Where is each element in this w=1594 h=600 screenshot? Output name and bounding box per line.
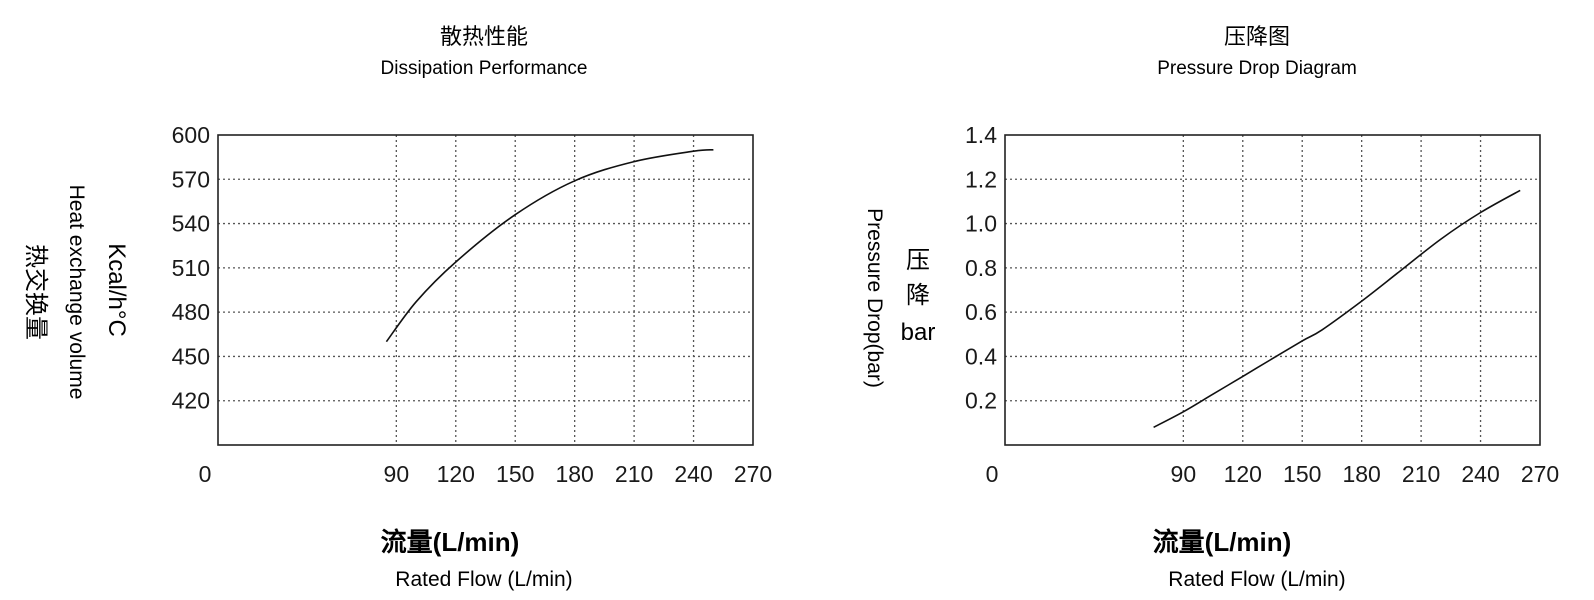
y-axis-label: Heat exchange volume xyxy=(65,185,88,400)
y-tick-label: 0.8 xyxy=(965,255,997,281)
x-axis-label-sub: Rated Flow (L/min) xyxy=(395,568,572,591)
x-tick-label: 90 xyxy=(384,461,410,487)
y-tick-label: 0.2 xyxy=(965,388,997,414)
y-axis-label: Pressure Drop(bar) xyxy=(863,208,886,388)
plot-frame xyxy=(217,134,754,446)
y-tick-label: 420 xyxy=(172,388,210,414)
x-tick-label: 180 xyxy=(1342,461,1380,487)
grid-lines xyxy=(1005,135,1540,445)
y-tick-label: 1.4 xyxy=(965,122,997,148)
y-axis-unit-label: bar xyxy=(901,319,936,346)
y-tick-label: 1.2 xyxy=(965,166,997,192)
y-tick-label: 570 xyxy=(172,166,210,192)
series-line xyxy=(385,149,714,343)
y-tick-label: 480 xyxy=(172,299,210,325)
y-axis-label-cn-char: 压 xyxy=(906,247,930,274)
x-tick-label: 150 xyxy=(496,461,534,487)
plot-frame xyxy=(1004,134,1541,446)
y-axis-unit-label: Kcal/h°C xyxy=(103,243,130,337)
chart-dissipation-performance: 散热性能 Dissipation Performance 0 90 120 150 18… xyxy=(22,24,772,591)
x-tick-label: 0 xyxy=(986,461,999,487)
x-tick-label: 270 xyxy=(1521,461,1559,487)
series-line xyxy=(1153,189,1521,429)
x-axis-label: 流量(L/min) xyxy=(1153,527,1292,557)
x-tick-label: 120 xyxy=(437,461,475,487)
x-tick-label: 90 xyxy=(1171,461,1197,487)
x-tick-label: 240 xyxy=(1461,461,1499,487)
x-tick-label: 0 xyxy=(199,461,212,487)
chart-subtitle: Dissipation Performance xyxy=(381,58,588,79)
chart-subtitle: Pressure Drop Diagram xyxy=(1157,58,1357,79)
chart-pressure-drop: 压降图 Pressure Drop Diagram 0 90 120 150 180 21… xyxy=(863,24,1559,591)
y-tick-label: 0.6 xyxy=(965,299,997,325)
chart-title: 散热性能 xyxy=(440,24,528,49)
y-tick-label: 600 xyxy=(172,122,210,148)
chart-title: 压降图 xyxy=(1224,24,1290,49)
y-tick-label: 0.4 xyxy=(965,343,997,369)
x-tick-label: 270 xyxy=(734,461,772,487)
y-axis-label-cn: 压 降 xyxy=(906,247,930,309)
x-axis-label: 流量(L/min) xyxy=(381,527,520,557)
x-tick-label: 180 xyxy=(555,461,593,487)
x-tick-label: 210 xyxy=(615,461,653,487)
grid-lines xyxy=(218,135,753,445)
y-tick-labels: 1.4 1.2 1.0 0.8 0.6 0.4 0.2 xyxy=(965,122,997,414)
x-tick-label: 240 xyxy=(674,461,712,487)
x-tick-labels: 0 90 120 150 180 210 240 270 xyxy=(199,461,773,487)
y-tick-label: 1.0 xyxy=(965,211,997,237)
y-tick-label: 510 xyxy=(172,255,210,281)
x-tick-label: 150 xyxy=(1283,461,1321,487)
x-tick-label: 120 xyxy=(1224,461,1262,487)
x-tick-labels: 0 90 120 150 180 210 240 270 xyxy=(986,461,1560,487)
y-axis-label-cn-char: 降 xyxy=(906,282,930,309)
y-axis-label-cn: 热交换量 xyxy=(22,244,49,340)
y-tick-labels: 600 570 540 510 480 450 420 xyxy=(172,122,210,414)
x-tick-label: 210 xyxy=(1402,461,1440,487)
x-axis-label-sub: Rated Flow (L/min) xyxy=(1168,568,1345,591)
y-tick-label: 540 xyxy=(172,211,210,237)
y-tick-label: 450 xyxy=(172,343,210,369)
